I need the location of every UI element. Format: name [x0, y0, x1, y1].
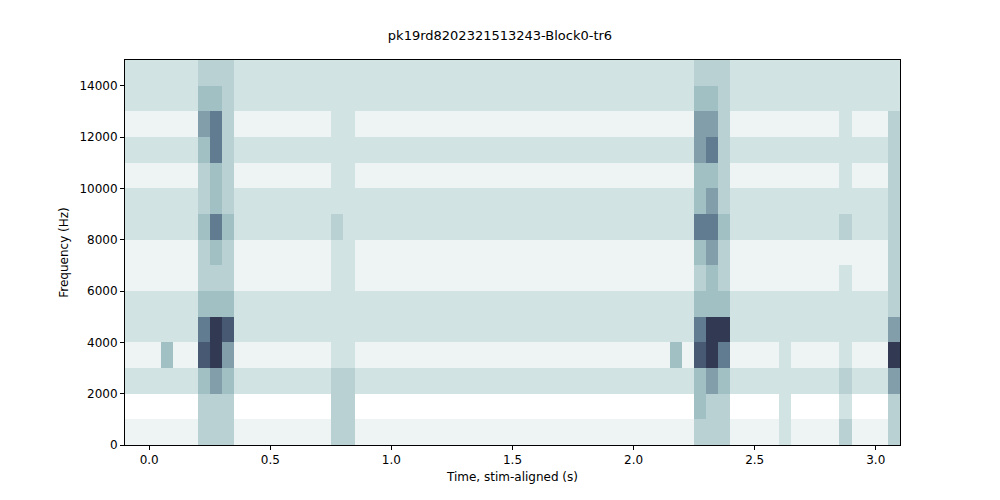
svg-text:Frequency (Hz): Frequency (Hz) — [57, 207, 71, 298]
svg-text:14000: 14000 — [79, 79, 117, 93]
svg-text:2.0: 2.0 — [624, 453, 643, 467]
svg-text:8000: 8000 — [87, 233, 118, 247]
svg-text:4000: 4000 — [87, 336, 118, 350]
svg-text:1.5: 1.5 — [503, 453, 522, 467]
svg-text:2000: 2000 — [87, 387, 118, 401]
svg-text:0.0: 0.0 — [140, 453, 159, 467]
svg-text:2.5: 2.5 — [745, 453, 764, 467]
svg-text:12000: 12000 — [79, 130, 117, 144]
svg-text:10000: 10000 — [79, 182, 117, 196]
svg-text:6000: 6000 — [87, 284, 118, 298]
svg-text:pk19rd8202321513243-Block0-tr6: pk19rd8202321513243-Block0-tr6 — [388, 28, 612, 43]
svg-text:Time, stim-aligned (s): Time, stim-aligned (s) — [446, 470, 578, 484]
svg-text:0.5: 0.5 — [261, 453, 280, 467]
svg-text:0: 0 — [110, 438, 118, 452]
svg-text:3.0: 3.0 — [866, 453, 885, 467]
svg-text:1.0: 1.0 — [382, 453, 401, 467]
